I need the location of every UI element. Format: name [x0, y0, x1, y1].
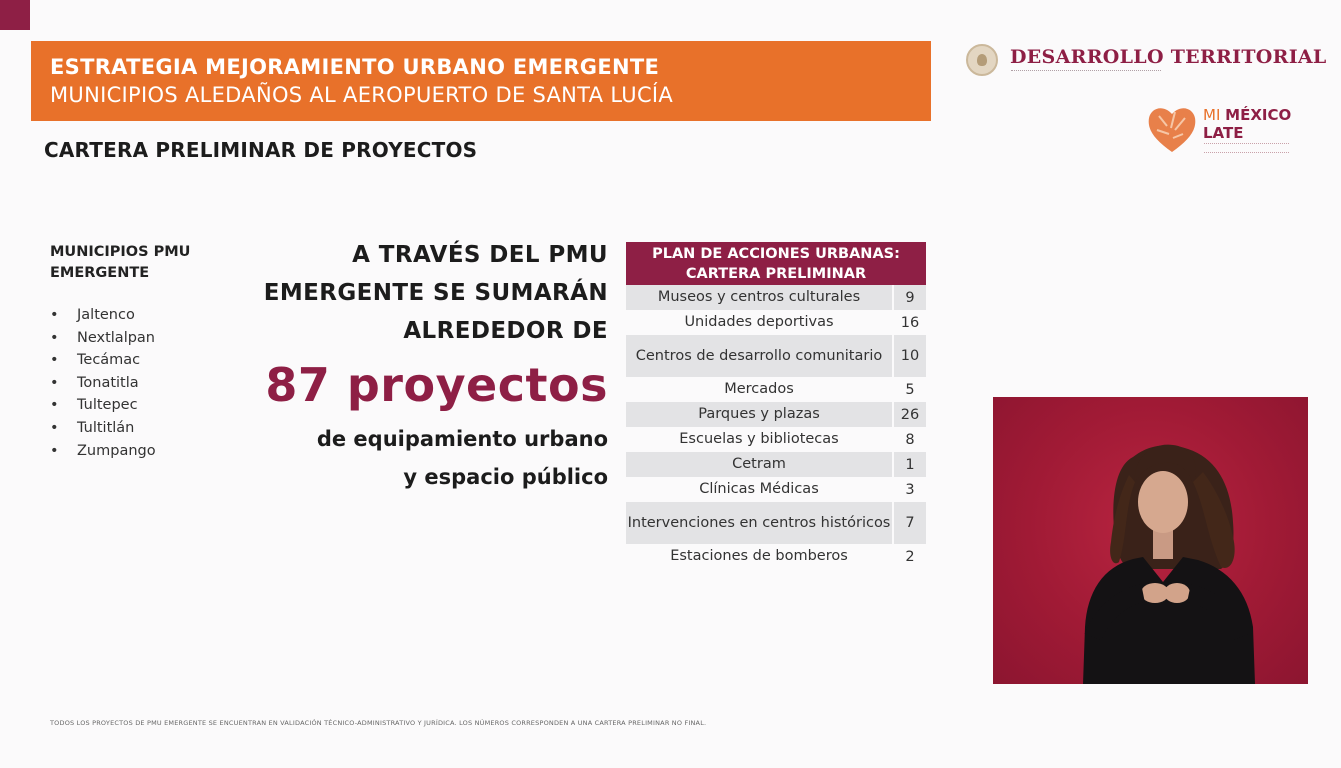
municipios-list: Jaltenco Nextlalpan Tecámac Tonatitla Tu… — [50, 304, 156, 462]
headline-line: EMERGENTE SE SUMARÁN — [263, 280, 608, 306]
table-row: Parques y plazas 26 — [626, 402, 926, 427]
list-item: Nextlalpan — [50, 327, 156, 350]
row-label: Mercados — [724, 381, 794, 397]
list-item: Tultepec — [50, 394, 156, 417]
headline-line: A TRAVÉS DEL PMU — [352, 242, 608, 268]
row-label: Escuelas y bibliotecas — [679, 431, 839, 447]
table-row: Estaciones de bomberos 2 — [626, 544, 926, 569]
list-item: Tecámac — [50, 349, 156, 372]
corner-accent — [0, 0, 30, 30]
table-row: Centros de desarrollo comunitario 10 — [626, 335, 926, 377]
row-value: 1 — [894, 452, 926, 477]
seal-icon — [966, 44, 998, 76]
desarrollo-territorial-text: DESARROLLO TERRITORIAL — [1010, 46, 1327, 68]
headline-line: de equipamiento urbano — [316, 427, 608, 451]
project-count: 87 proyectos — [265, 358, 608, 412]
footnote: TODOS LOS PROYECTOS DE PMU EMERGENTE SE … — [50, 719, 707, 727]
row-label: Museos y centros culturales — [626, 285, 892, 310]
row-value: 10 — [894, 335, 926, 377]
row-value: 9 — [894, 285, 926, 310]
municipios-title: MUNICIPIOS PMU EMERGENTE — [50, 244, 191, 281]
table-row: Intervenciones en centros históricos 7 — [626, 502, 926, 544]
header-title: ESTRATEGIA MEJORAMIENTO URBANO EMERGENTE — [50, 55, 660, 79]
list-item: Tultitlán — [50, 417, 156, 440]
logo-fine-print — [1204, 143, 1289, 153]
projects-table: PLAN DE ACCIONES URBANAS: CARTERA PRELIM… — [626, 242, 926, 569]
row-label: Estaciones de bomberos — [670, 548, 848, 564]
headline-block: A TRAVÉS DEL PMU EMERGENTE SE SUMARÁN AL… — [208, 236, 608, 496]
mml-text: MI MÉXICO — [1203, 106, 1291, 124]
list-item: Jaltenco — [50, 304, 156, 327]
table-row: Museos y centros culturales 9 — [626, 285, 926, 310]
header-subtitle: MUNICIPIOS ALEDAÑOS AL AEROPUERTO DE SAN… — [50, 83, 674, 107]
logo-fine-print — [1011, 70, 1161, 74]
headline-line: ALREDEDOR DE — [403, 318, 608, 344]
row-value: 26 — [894, 402, 926, 427]
row-label: Parques y plazas — [626, 402, 892, 427]
table-row: Clínicas Médicas 3 — [626, 477, 926, 502]
row-label: Unidades deportivas — [684, 314, 834, 330]
row-value: 8 — [905, 431, 915, 448]
mml-mexico: MÉXICO — [1225, 106, 1292, 124]
row-label: Clínicas Médicas — [699, 481, 819, 497]
list-item: Zumpango — [50, 440, 156, 463]
table-row: Cetram 1 — [626, 452, 926, 477]
interpreter-figure — [1083, 444, 1255, 684]
table-row: Unidades deportivas 16 — [626, 310, 926, 335]
row-label: Centros de desarrollo comunitario — [626, 335, 892, 377]
list-item: Tonatitla — [50, 372, 156, 395]
row-value: 7 — [894, 502, 926, 544]
desarrollo-territorial-logo: DESARROLLO TERRITORIAL — [966, 44, 1326, 80]
row-value: 3 — [905, 481, 915, 498]
mml-mi: MI — [1203, 106, 1221, 124]
table-header: PLAN DE ACCIONES URBANAS: CARTERA PRELIM… — [626, 242, 926, 285]
table-row: Mercados 5 — [626, 377, 926, 402]
heart-icon — [1148, 108, 1196, 152]
table-row: Escuelas y bibliotecas 8 — [626, 427, 926, 452]
row-label: Intervenciones en centros históricos — [626, 502, 892, 544]
sign-language-video — [993, 397, 1308, 684]
headline-line: y espacio público — [403, 465, 608, 489]
page-subtitle: CARTERA PRELIMINAR DE PROYECTOS — [44, 138, 478, 162]
row-value: 5 — [905, 381, 915, 398]
row-value: 16 — [900, 314, 920, 331]
row-value: 2 — [905, 548, 915, 565]
mml-late: LATE — [1203, 124, 1244, 142]
mi-mexico-late-logo: MI MÉXICO LATE — [1143, 102, 1313, 162]
row-label: Cetram — [626, 452, 892, 477]
header-banner: ESTRATEGIA MEJORAMIENTO URBANO EMERGENTE… — [31, 41, 931, 121]
